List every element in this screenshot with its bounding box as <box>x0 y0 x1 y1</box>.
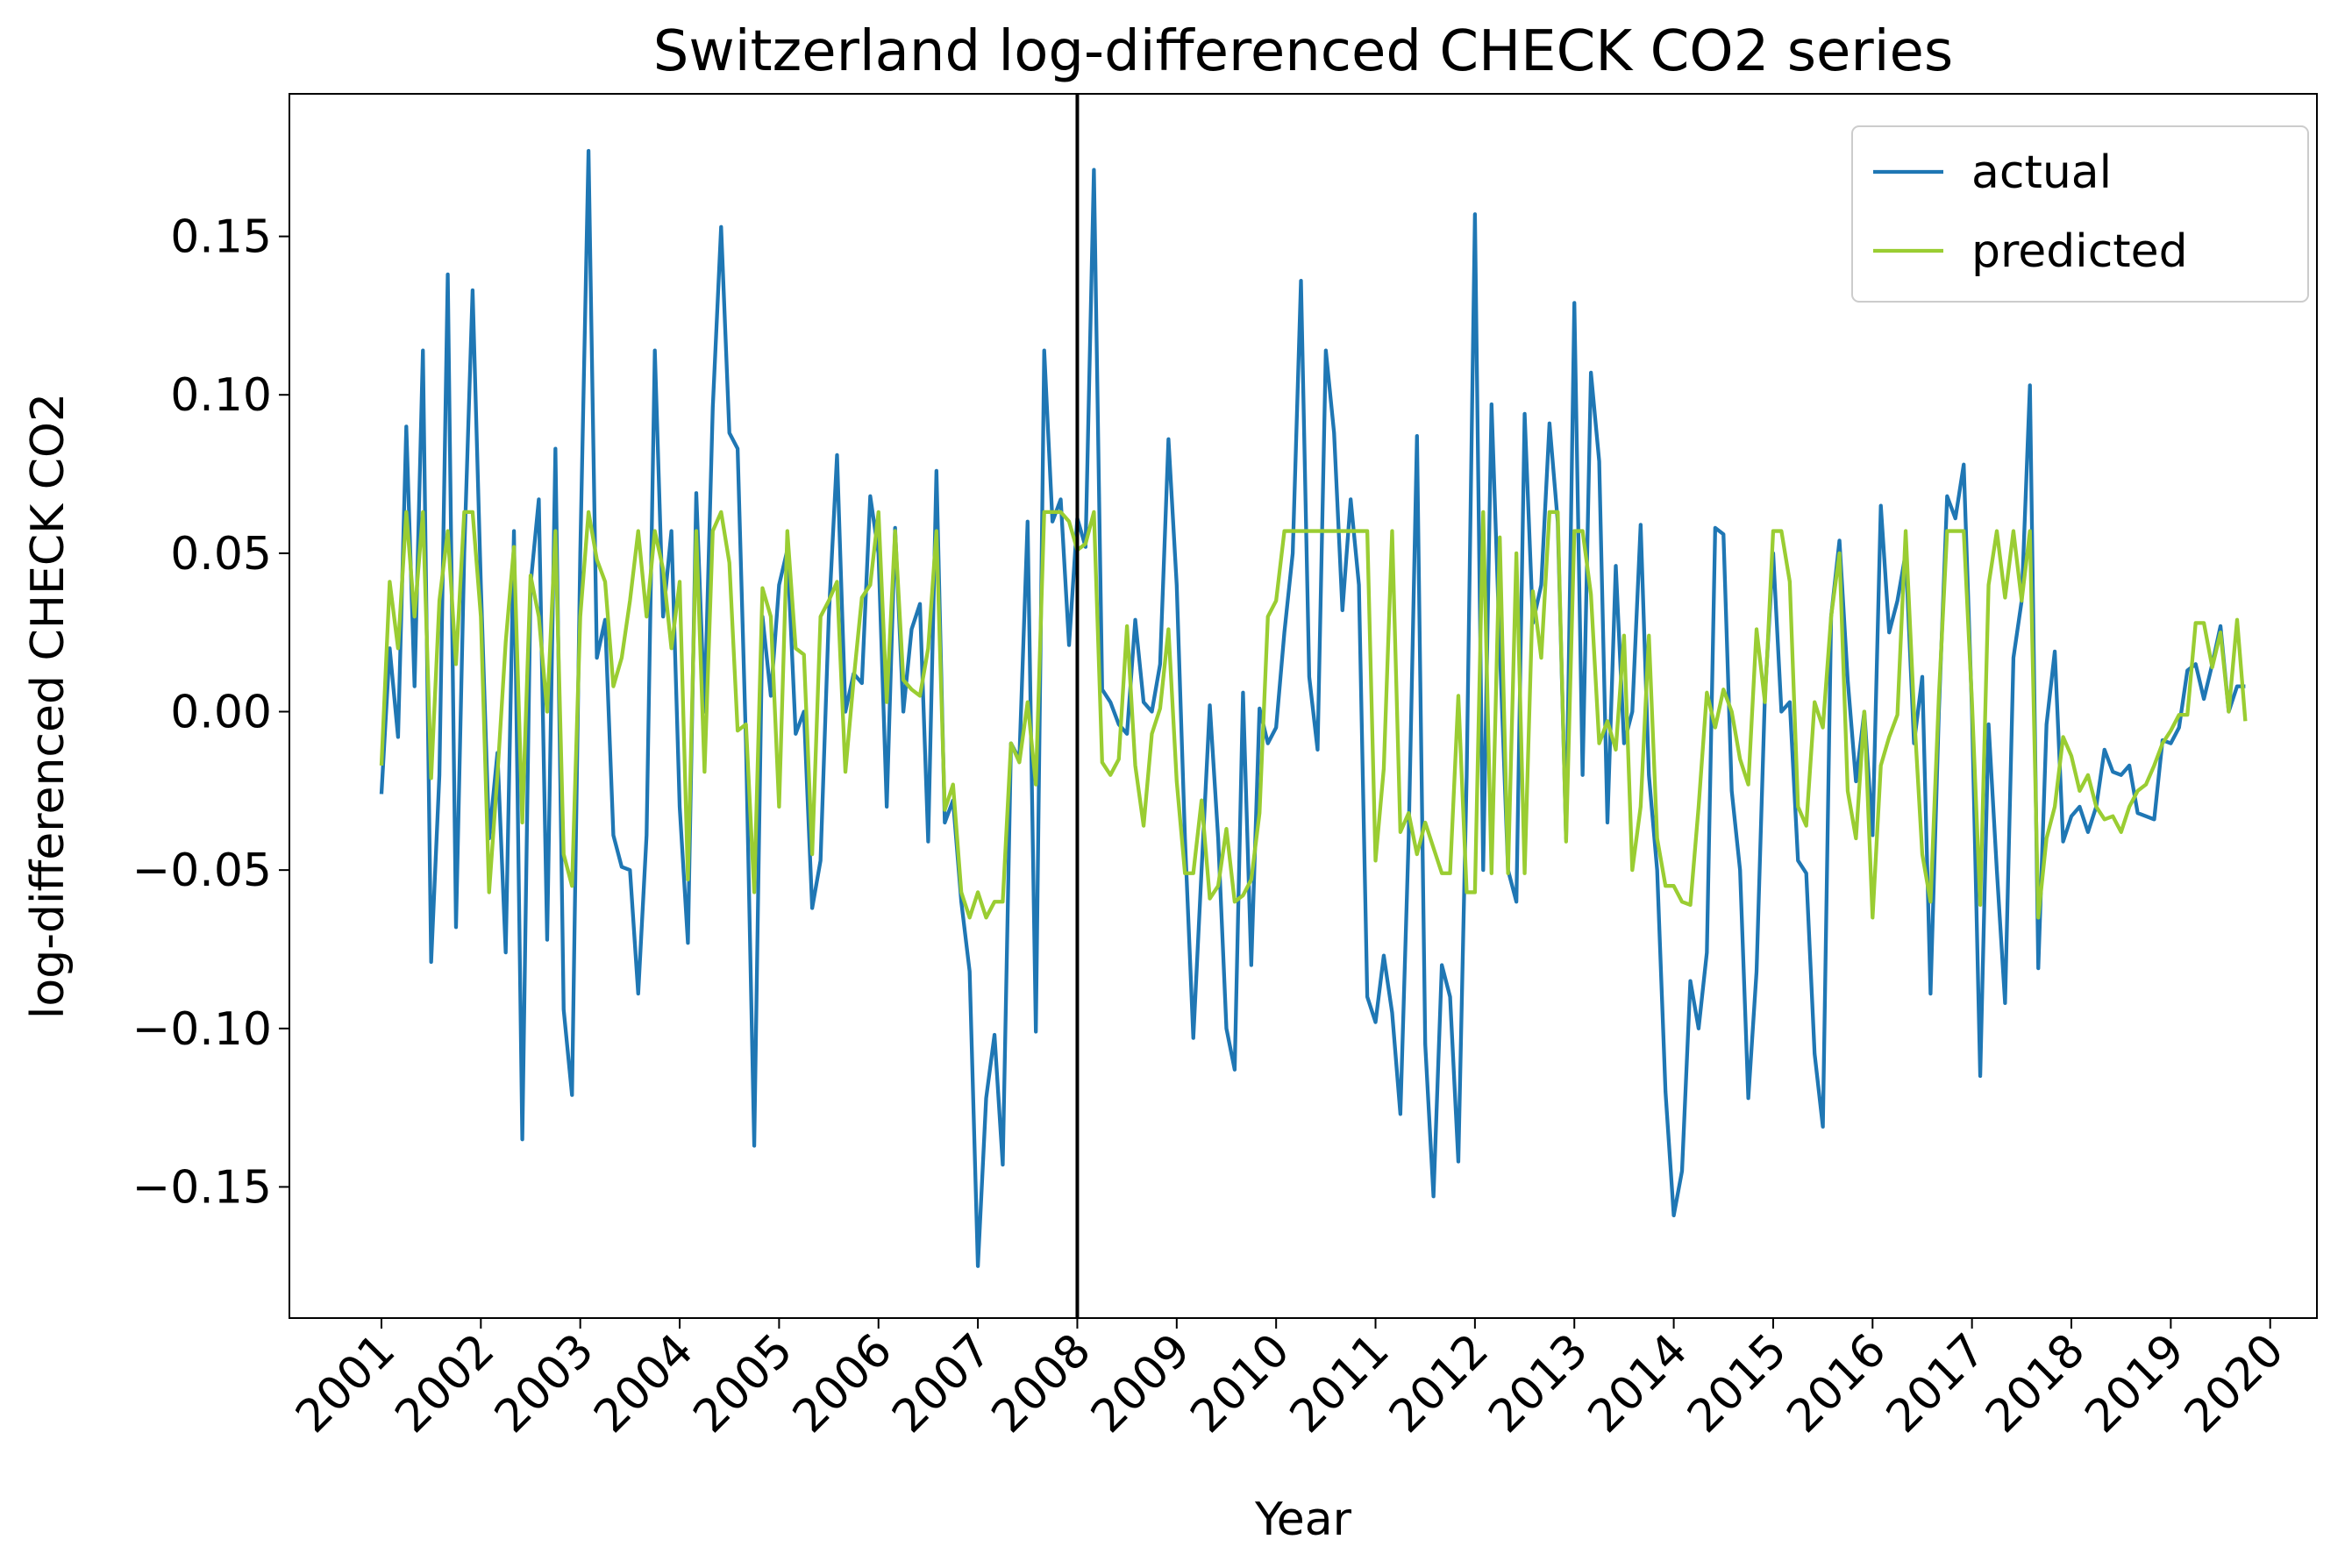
legend-box <box>1851 125 2309 303</box>
x-tick-label: 2001 <box>286 1324 405 1443</box>
y-tick-label: 0.10 <box>170 369 272 422</box>
plot-frame <box>289 93 2318 1319</box>
x-tick-label: 2002 <box>386 1324 505 1443</box>
series-line <box>379 510 2248 920</box>
y-tick-label: 0.15 <box>170 211 272 264</box>
x-tick-label: 2011 <box>1280 1324 1400 1443</box>
x-tick-label: 2015 <box>1678 1324 1797 1443</box>
y-tick-label: −0.15 <box>132 1161 272 1214</box>
series-line <box>379 148 2246 1268</box>
x-tick-label: 2018 <box>1976 1324 2095 1443</box>
y-axis-label: log-differenced CHECK CO2 <box>22 393 75 1019</box>
x-tick-label: 2013 <box>1479 1324 1598 1443</box>
x-axis-label: Year <box>1254 1493 1352 1546</box>
x-tick-label: 2004 <box>584 1324 703 1443</box>
x-tick-label: 2019 <box>2076 1324 2195 1443</box>
legend-label: actual <box>1971 146 2112 199</box>
y-tick-label: 0.00 <box>170 687 272 739</box>
x-tick-label: 2006 <box>783 1324 902 1443</box>
x-tick-label: 2017 <box>1877 1324 1996 1443</box>
x-tick-label: 2012 <box>1379 1324 1499 1443</box>
x-tick-label: 2003 <box>485 1324 604 1443</box>
y-tick-label: −0.05 <box>132 845 272 897</box>
x-tick-label: 2014 <box>1579 1324 1698 1443</box>
x-tick-label: 2005 <box>684 1324 803 1443</box>
x-tick-label: 2009 <box>1081 1324 1201 1443</box>
x-tick-label: 2007 <box>882 1324 1001 1443</box>
x-tick-label: 2010 <box>1180 1324 1300 1443</box>
x-tick-label: 2020 <box>2175 1324 2294 1443</box>
legend-label: predicted <box>1971 225 2188 278</box>
x-tick-label: 2016 <box>1777 1324 1896 1443</box>
y-tick-label: −0.10 <box>132 1003 272 1056</box>
x-tick-label: 2008 <box>982 1324 1101 1443</box>
chart-title: Switzerland log-differenced CHECK CO2 se… <box>653 19 1953 84</box>
y-tick-label: 0.05 <box>170 528 272 581</box>
